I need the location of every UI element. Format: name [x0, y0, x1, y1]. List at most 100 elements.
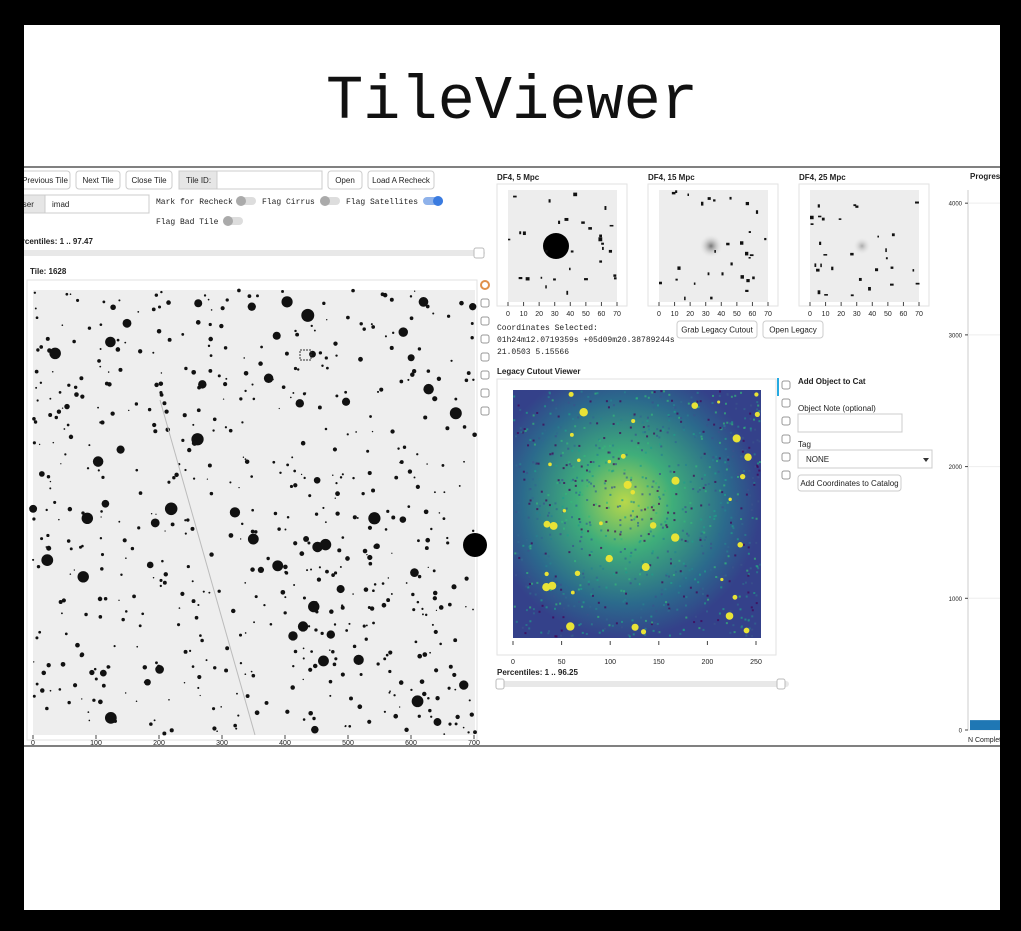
star [335, 482, 338, 485]
tool-icon[interactable] [480, 370, 490, 380]
tool-icon[interactable] [480, 406, 490, 416]
noise [528, 576, 531, 579]
noise [689, 480, 692, 483]
star [432, 569, 436, 573]
tool-icon[interactable] [781, 398, 791, 408]
noise [712, 456, 715, 459]
star [243, 370, 249, 376]
button[interactable] [20, 170, 71, 190]
noise [637, 524, 640, 527]
slider-handle[interactable] [776, 678, 786, 690]
star [41, 554, 54, 567]
star [293, 483, 298, 488]
noise [753, 418, 756, 421]
noise [676, 608, 679, 611]
star [169, 728, 174, 733]
star [219, 323, 224, 329]
noise [581, 605, 584, 608]
noise [750, 582, 753, 585]
noise [560, 439, 563, 442]
star [153, 429, 158, 434]
star [46, 475, 51, 479]
noise [650, 446, 653, 449]
button[interactable] [75, 170, 121, 190]
star [335, 491, 340, 497]
tool-icon[interactable] [480, 298, 490, 308]
button[interactable] [367, 170, 435, 190]
noise [589, 605, 592, 608]
star [241, 522, 244, 526]
noise [684, 604, 687, 607]
noise [598, 447, 601, 450]
noise [642, 431, 645, 434]
text-input[interactable] [797, 413, 903, 433]
star [564, 217, 569, 221]
button[interactable] [327, 170, 363, 190]
noise [667, 511, 670, 514]
noise [731, 566, 734, 569]
noise [562, 616, 565, 619]
noise [604, 479, 607, 482]
select[interactable] [797, 449, 933, 469]
star [39, 345, 44, 349]
source [725, 612, 734, 620]
star [448, 602, 452, 607]
noise [550, 515, 553, 518]
tool-icon[interactable] [781, 380, 791, 390]
star [121, 617, 125, 622]
noise [598, 505, 601, 508]
tool-icon[interactable] [781, 416, 791, 426]
noise [547, 514, 550, 517]
button[interactable] [797, 474, 902, 492]
slider-handle[interactable] [473, 247, 485, 259]
star [821, 217, 825, 221]
noise [651, 573, 654, 576]
noise [651, 550, 654, 553]
star [581, 221, 585, 224]
star [313, 329, 316, 332]
noise [521, 431, 524, 434]
noise [674, 551, 677, 554]
star [326, 630, 335, 639]
noise [696, 391, 699, 394]
noise [531, 497, 534, 500]
text-input[interactable] [44, 194, 150, 214]
tool-icon[interactable] [480, 334, 490, 344]
noise [755, 594, 758, 597]
star [213, 666, 217, 670]
noise [652, 509, 655, 512]
button[interactable] [762, 320, 824, 339]
star [81, 512, 94, 525]
source [607, 459, 612, 464]
star [334, 497, 336, 499]
star [388, 691, 391, 694]
slider-track [497, 681, 789, 687]
tool-icon[interactable] [781, 434, 791, 444]
button[interactable] [676, 320, 758, 339]
star [162, 401, 167, 406]
star [115, 347, 121, 352]
star [384, 528, 388, 531]
star [341, 536, 345, 539]
star [156, 328, 162, 334]
x-tick-label: 30 [702, 311, 710, 318]
star [32, 558, 35, 561]
star [212, 726, 217, 731]
noise [753, 592, 756, 595]
noise [559, 602, 562, 605]
noise [629, 514, 632, 517]
noise [663, 390, 666, 393]
tool-icon[interactable] [480, 316, 490, 326]
tool-icon[interactable] [480, 352, 490, 362]
tool-icon[interactable] [480, 388, 490, 398]
star [73, 385, 78, 390]
star [166, 300, 171, 305]
noise [519, 463, 522, 466]
slider-handle[interactable] [495, 678, 505, 690]
button[interactable] [125, 170, 173, 190]
tool-icon[interactable] [781, 452, 791, 462]
star [197, 686, 200, 689]
noise [695, 465, 698, 468]
text-input[interactable] [216, 170, 323, 190]
tool-icon[interactable] [781, 470, 791, 480]
